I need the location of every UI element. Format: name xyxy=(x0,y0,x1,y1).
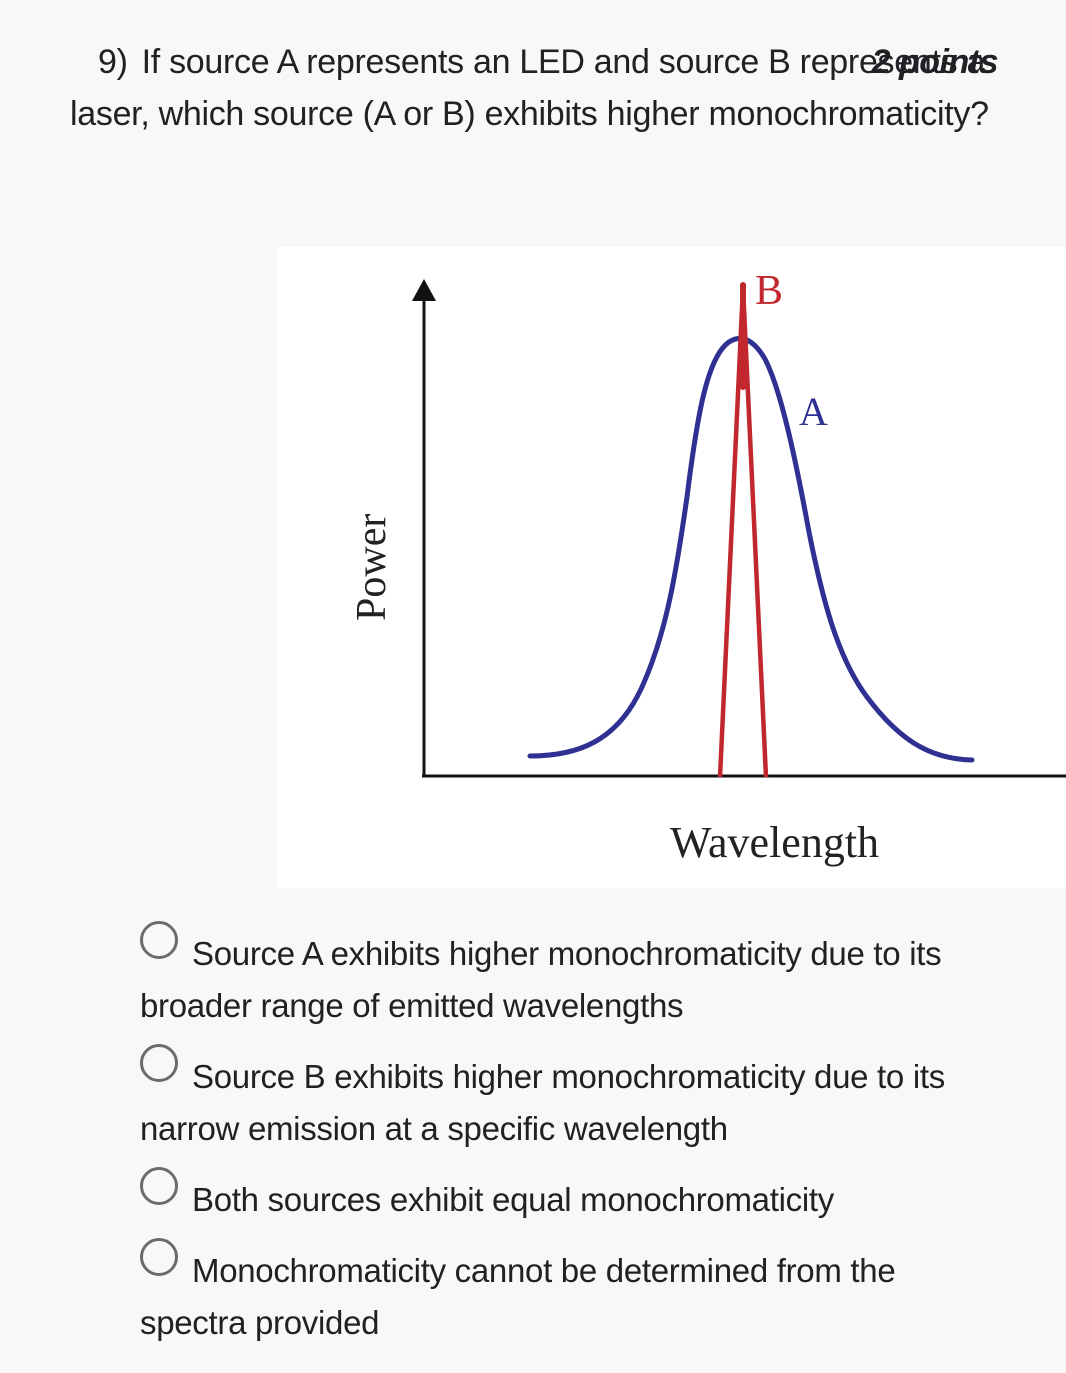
option-label: Source B exhibits higher monochromaticit… xyxy=(140,1058,945,1147)
spectrum-figure: B A Wavelength Power xyxy=(277,247,1066,888)
option-c[interactable]: Both sources exhibit equal monochromatic… xyxy=(140,1167,980,1226)
curve-b-label: B xyxy=(755,268,783,314)
curve-a xyxy=(527,335,975,763)
x-axis-label: Wavelength xyxy=(670,818,879,867)
curve-a-label: A xyxy=(799,389,828,434)
question-body: If source A represents an LED and source… xyxy=(70,43,989,133)
radio-button-c[interactable] xyxy=(140,1167,178,1205)
option-label: Monochromaticity cannot be determined fr… xyxy=(140,1252,896,1341)
radio-button-d[interactable] xyxy=(140,1238,178,1276)
question-text: 9) If source A represents an LED and sour… xyxy=(70,36,1010,140)
y-axis-label: Power xyxy=(349,514,395,621)
answer-options: Source A exhibits higher monochromaticit… xyxy=(140,921,980,1368)
option-label: Source A exhibits higher monochromaticit… xyxy=(140,935,942,1024)
option-a[interactable]: Source A exhibits higher monochromaticit… xyxy=(140,921,980,1032)
points-badge: 2 points xyxy=(871,43,999,81)
arrow-up-icon xyxy=(412,279,436,301)
option-d[interactable]: Monochromaticity cannot be determined fr… xyxy=(140,1238,980,1349)
axes xyxy=(412,279,1066,778)
option-label: Both sources exhibit equal monochromatic… xyxy=(192,1181,834,1218)
radio-button-b[interactable] xyxy=(140,1044,178,1082)
option-b[interactable]: Source B exhibits higher monochromaticit… xyxy=(140,1044,980,1155)
question-number: 9) xyxy=(98,43,128,81)
radio-button-a[interactable] xyxy=(140,921,178,959)
